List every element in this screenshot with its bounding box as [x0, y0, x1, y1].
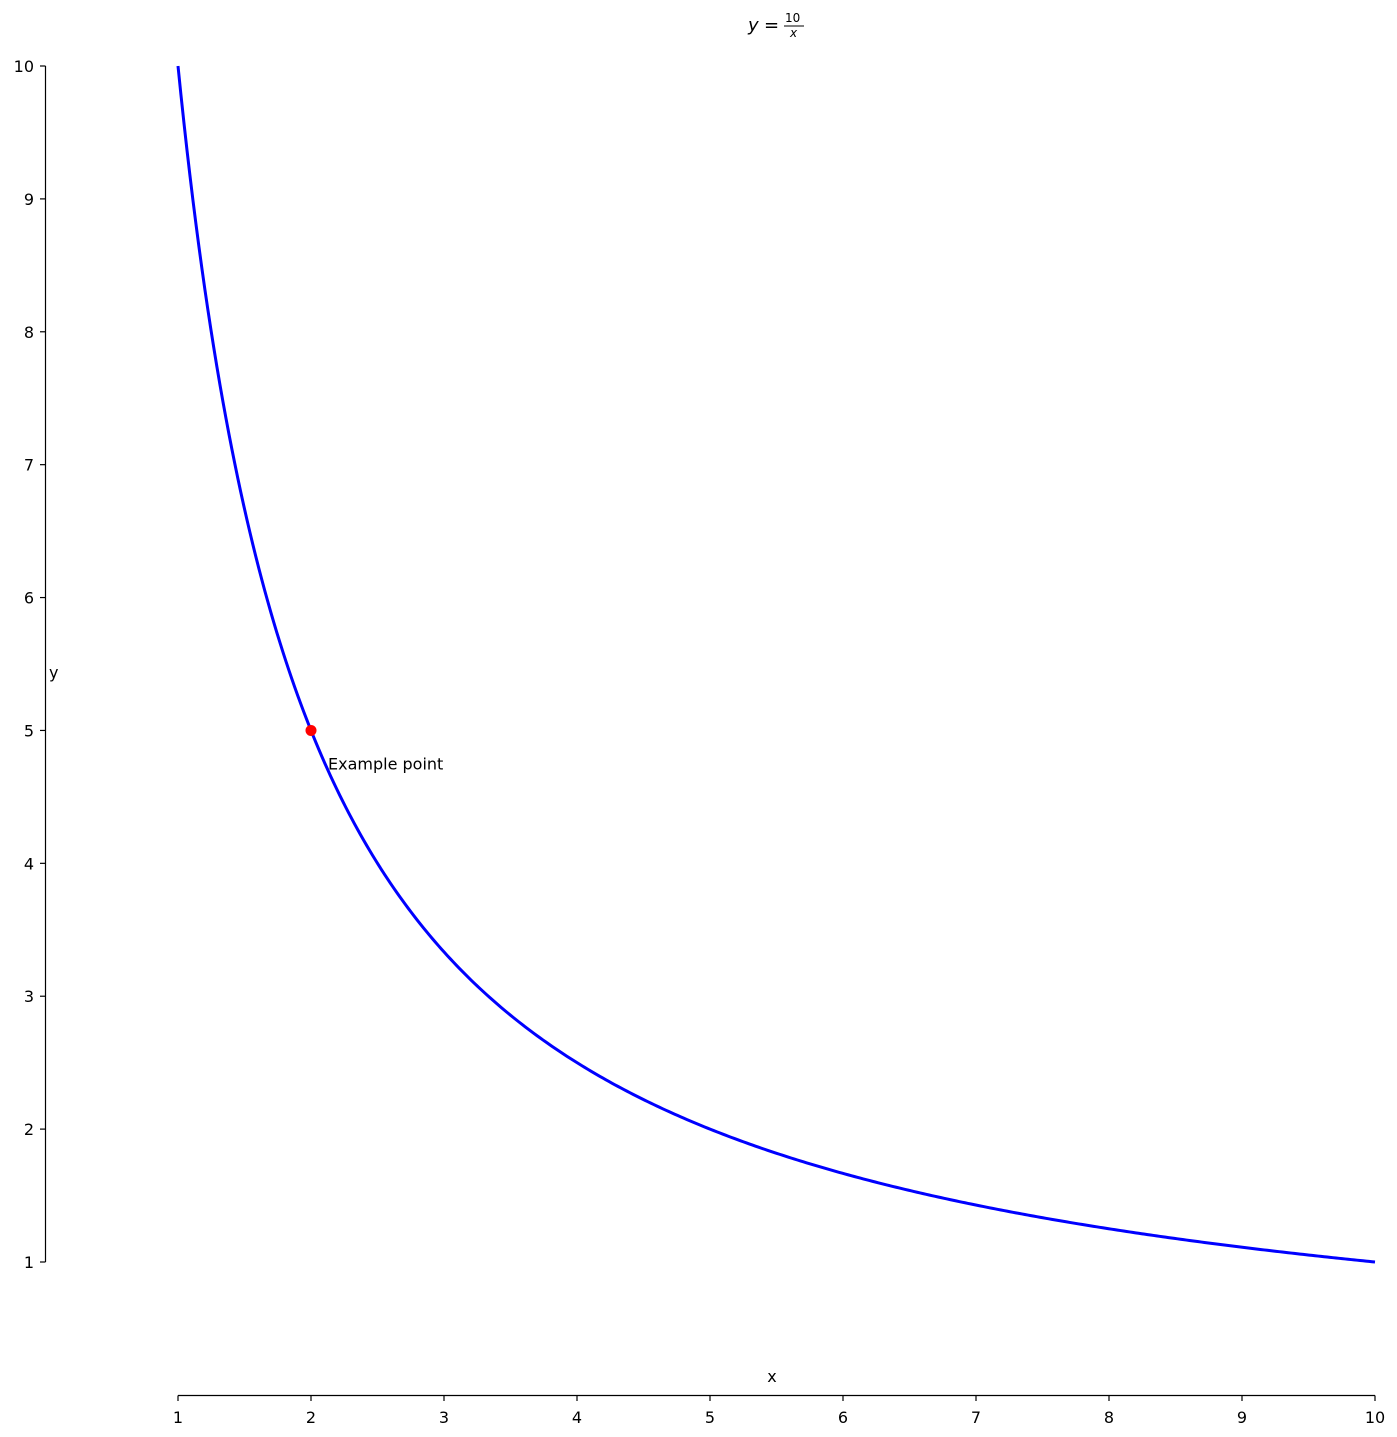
y-tick-label: 2: [24, 1120, 34, 1139]
y-tick-label: 9: [24, 190, 34, 209]
x-tick-label: 7: [971, 1408, 981, 1427]
x-tick-label: 2: [306, 1408, 316, 1427]
svg-text:x: x: [789, 26, 798, 40]
y-axis-label: y: [49, 663, 58, 682]
example-point-marker: [305, 724, 317, 736]
y-tick-label: 6: [24, 589, 34, 608]
y-axis-ticks: 1 2 3 4 5 6 7 8 9 10: [14, 57, 46, 1272]
x-tick-label: 5: [705, 1408, 715, 1427]
x-tick-label: 9: [1237, 1408, 1247, 1427]
y-tick-label: 10: [14, 57, 34, 76]
x-tick-label: 4: [572, 1408, 582, 1427]
series-line-10-over-x: [176, 65, 1376, 1264]
y-tick-label: 5: [24, 721, 34, 740]
y-tick-label: 7: [24, 456, 34, 475]
x-tick-label: 6: [838, 1408, 848, 1427]
x-tick-label: 1: [173, 1408, 183, 1427]
x-tick-label: 10: [1365, 1408, 1385, 1427]
y-tick-label: 4: [24, 854, 34, 873]
y-tick-label: 8: [24, 323, 34, 342]
example-point-label: Example point: [328, 754, 443, 773]
x-tick-label: 3: [439, 1408, 449, 1427]
chart-title: y = 10 x: [747, 11, 804, 40]
x-axis-label: x: [767, 1367, 776, 1386]
svg-text:y: y: [747, 15, 759, 36]
svg-text:=: =: [764, 15, 779, 36]
y-tick-label: 1: [24, 1253, 34, 1272]
x-axis-ticks: 1 2 3 4 5 6 7 8 9 10: [173, 1395, 1385, 1427]
y-tick-label: 3: [24, 987, 34, 1006]
svg-text:10: 10: [785, 11, 800, 25]
x-tick-label: 8: [1104, 1408, 1114, 1427]
